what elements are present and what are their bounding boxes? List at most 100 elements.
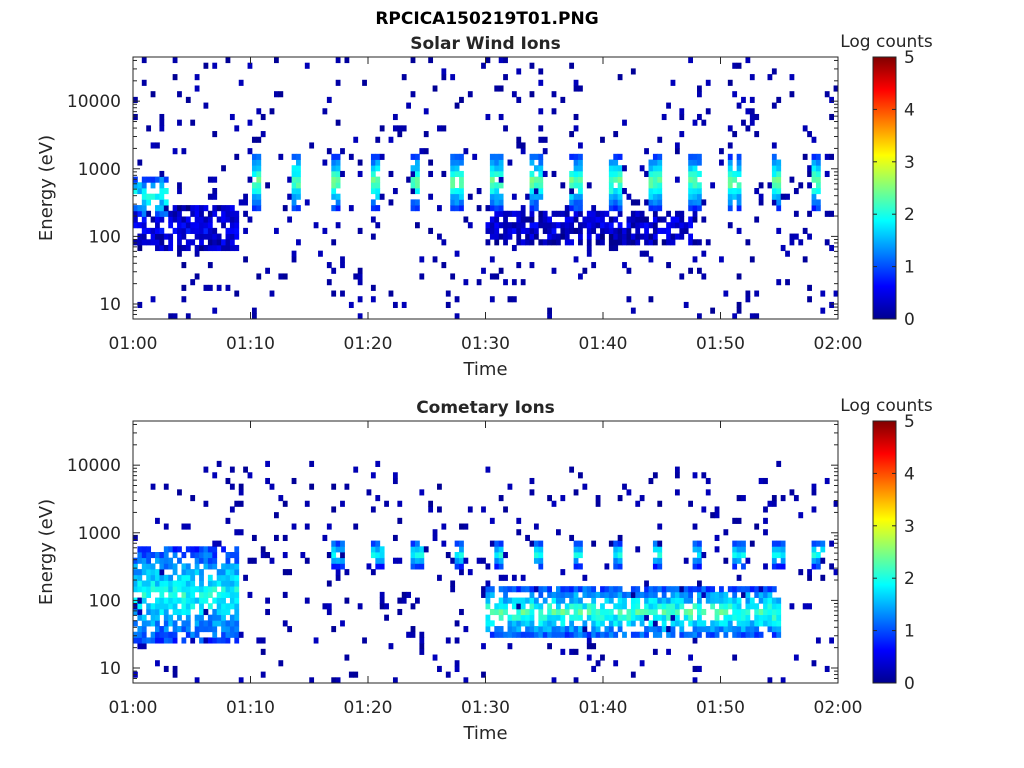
spectrogram-cell <box>212 188 218 195</box>
spectrogram-cell <box>622 165 627 172</box>
spectrogram-cell <box>503 552 508 559</box>
spectrogram-cell <box>388 290 394 297</box>
spectrogram-cell <box>820 290 826 297</box>
spectrogram-cell <box>155 597 160 604</box>
spectrogram-cell <box>529 62 535 69</box>
spectrogram-cell <box>212 614 218 621</box>
spectrogram-cell <box>564 603 570 610</box>
spectrogram-cell <box>644 608 649 616</box>
spectrogram-cell <box>503 227 508 234</box>
spectrogram-cell <box>194 563 200 570</box>
spectrogram-cell <box>578 159 583 166</box>
spectrogram-cell <box>415 159 420 166</box>
spectrogram-cell <box>697 597 702 604</box>
spectrogram-cell <box>190 569 196 576</box>
spectrogram-cell <box>203 637 209 644</box>
spectrogram-cell <box>459 608 464 616</box>
spectrogram-cell <box>613 233 619 240</box>
spectrogram-cell <box>190 119 196 126</box>
spectrogram-cell <box>741 540 746 547</box>
spectrogram-cell <box>163 176 169 183</box>
spectrogram-cell <box>639 591 645 598</box>
spectrogram-cell <box>608 620 614 627</box>
spectrogram-cell <box>146 546 152 553</box>
spectrogram-cell <box>243 210 248 217</box>
spectrogram-cell <box>489 256 495 263</box>
spectrogram-cell <box>529 597 535 604</box>
spectrogram-cell <box>357 159 363 166</box>
spectrogram-cell <box>511 620 517 627</box>
spectrogram-cell <box>481 591 486 598</box>
spectrogram-cell <box>767 614 773 621</box>
spectrogram-cell <box>617 176 623 183</box>
spectrogram-cell <box>701 586 707 593</box>
spectrogram-cell <box>238 489 244 496</box>
spectrogram-cell <box>445 552 451 559</box>
spectrogram-cell <box>648 591 654 598</box>
spectrogram-cell <box>705 631 711 638</box>
spectrogram-cell <box>692 193 698 200</box>
spectrogram-cell <box>251 557 257 564</box>
spectrogram-cell <box>234 586 240 593</box>
spectrogram-cell <box>221 165 226 172</box>
spectrogram-cell <box>674 597 680 604</box>
spectrogram-cell <box>415 552 420 559</box>
spectrogram-cell <box>529 631 535 638</box>
spectrogram-cell <box>159 193 165 200</box>
spectrogram-cell <box>538 79 544 86</box>
spectrogram-cell <box>807 182 812 189</box>
spectrogram-cell <box>331 176 337 183</box>
spectrogram-cell <box>573 199 579 206</box>
spectrogram-cell <box>714 506 720 513</box>
spectrogram-cell <box>741 495 746 502</box>
spectrogram-cell <box>185 591 191 598</box>
spectrogram-cell <box>251 534 257 542</box>
spectrogram-cell <box>163 199 169 206</box>
spectrogram-cell <box>758 614 764 621</box>
spectrogram-cell <box>503 216 508 223</box>
spectrogram-cell <box>573 586 579 593</box>
spectrogram-cell <box>692 256 698 263</box>
spectrogram-cell <box>674 472 680 479</box>
spectrogram-cell <box>366 489 372 496</box>
spectrogram-cell <box>520 227 526 234</box>
spectrogram-cell <box>331 546 337 553</box>
spectrogram-cell <box>789 489 795 496</box>
spectrogram-cell <box>221 597 226 604</box>
spectrogram-cell <box>234 125 240 132</box>
spectrogram-cell <box>617 540 623 547</box>
spectrogram-cell <box>661 626 667 633</box>
spectrogram-cell <box>485 205 491 212</box>
spectrogram-cell <box>172 563 178 570</box>
spectrogram-cell <box>370 569 376 576</box>
spectrogram-cell <box>657 205 663 212</box>
spectrogram-cell <box>736 586 742 593</box>
spectrogram-cell <box>622 603 627 610</box>
spectrogram-cell <box>155 637 160 644</box>
spectrogram-cell <box>701 506 707 513</box>
spectrogram-cell <box>635 591 641 598</box>
spectrogram-cell <box>415 222 420 229</box>
spectrogram-cell <box>234 552 240 559</box>
spectrogram-cell <box>771 500 777 507</box>
spectrogram-cell <box>159 125 165 132</box>
spectrogram-cell <box>802 227 808 234</box>
spectrogram-cell <box>608 239 614 246</box>
spectrogram-cell <box>617 210 623 217</box>
x-tick-label: 01:50 <box>696 334 745 354</box>
spectrogram-cell <box>229 506 235 513</box>
spectrogram-cell <box>771 608 777 616</box>
spectrogram-cell <box>247 119 253 126</box>
spectrogram-cell <box>683 301 689 309</box>
spectrogram-cell <box>168 603 174 610</box>
spectrogram-cell <box>463 279 469 286</box>
spectrogram-cell <box>674 466 680 473</box>
spectrogram-cell <box>745 290 751 297</box>
spectrogram-cell <box>767 626 773 633</box>
spectrogram-cell <box>604 597 610 604</box>
spectrogram-cell <box>516 614 522 621</box>
spectrogram-cell <box>256 182 262 189</box>
spectrogram-cell <box>763 603 768 610</box>
spectrogram-cell <box>670 603 676 610</box>
spectrogram-cell <box>538 182 544 189</box>
